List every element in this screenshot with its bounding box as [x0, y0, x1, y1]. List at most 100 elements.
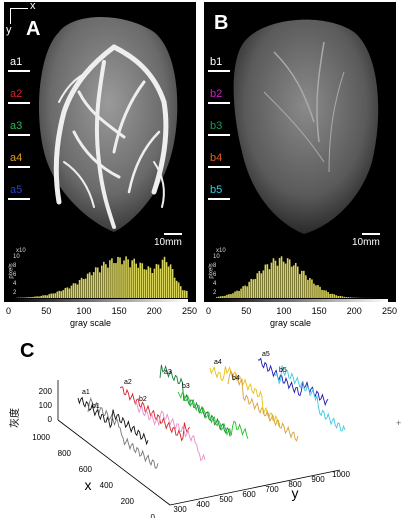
- histogram-bar: [72, 283, 75, 298]
- histogram-bar: [179, 286, 182, 298]
- histogram-bar: [327, 292, 329, 298]
- grayscale-bar-a: [12, 299, 188, 302]
- histogram-bar: [292, 265, 295, 298]
- histogram-bar: [76, 284, 79, 298]
- histogram-bar: [284, 263, 287, 298]
- histogram-bar: [80, 277, 83, 298]
- histogram-bar: [347, 297, 350, 298]
- hist-a-yexp: x10: [16, 248, 26, 254]
- histogram-bar: [303, 270, 305, 298]
- panelB-marker-b2: b2: [210, 88, 223, 100]
- histogram-bar: [311, 279, 313, 298]
- series-line-a1: [77, 396, 149, 446]
- z-tick: 0: [48, 415, 53, 424]
- axis-arrow-v: [10, 8, 11, 24]
- panelB-marker-b4: b4: [210, 152, 223, 164]
- histogram-bar: [232, 293, 234, 298]
- y-tick: 1000: [332, 470, 350, 479]
- histogram-bar: [321, 289, 323, 298]
- histogram-bar: [278, 258, 281, 298]
- hist-ytick: 2: [213, 290, 217, 296]
- footer-glyph: +: [396, 418, 402, 428]
- grayscale-tick: 0: [206, 306, 212, 316]
- histogram-bar: [94, 267, 97, 298]
- histogram-bar: [98, 272, 101, 298]
- coronary-vessels-b: [263, 41, 345, 173]
- histogram-bar: [42, 295, 44, 298]
- histogram-bar: [183, 290, 186, 298]
- x-tick: 200: [121, 497, 135, 506]
- hist-ytick: 10: [13, 254, 20, 260]
- histogram-bar: [60, 291, 63, 298]
- histogram-bar: [40, 295, 42, 298]
- histogram-bar: [296, 266, 299, 298]
- histogram-bar: [294, 262, 297, 298]
- histogram-bar: [280, 256, 283, 298]
- heart-b-shape: [233, 19, 379, 234]
- histogram-a: [16, 256, 188, 298]
- histogram-bar: [315, 285, 317, 298]
- scale-bar-b-label: 10mm: [352, 237, 380, 248]
- histogram-bar: [224, 295, 226, 298]
- panelB-marker-line-b4: [208, 166, 230, 168]
- series-line-a2: [119, 386, 191, 442]
- panelB-marker-line-b3: [208, 134, 230, 136]
- histogram-bar: [101, 265, 103, 298]
- histogram-bar: [84, 278, 87, 298]
- hist-ytick: 10: [213, 254, 220, 260]
- histogram-bar: [268, 269, 271, 298]
- panelA-marker-a2: a2: [10, 88, 23, 100]
- histogram-bar: [309, 277, 311, 298]
- panelB-marker-b3: b3: [210, 120, 223, 132]
- histogram-bar: [38, 296, 40, 298]
- histogram-bar: [234, 291, 236, 298]
- series-label-a5: a5: [262, 351, 270, 358]
- panelB-marker-line-b1: [208, 70, 230, 72]
- histogram-bar: [286, 258, 289, 298]
- histogram-bar: [270, 262, 273, 298]
- histogram-bar: [109, 260, 111, 298]
- histogram-bar: [323, 290, 325, 298]
- histogram-bar: [161, 259, 164, 298]
- y-axis-title: y: [292, 485, 299, 501]
- histogram-bar: [26, 297, 28, 298]
- x-axis-title: x: [85, 477, 92, 493]
- histogram-bar: [153, 268, 156, 298]
- coronary-vessels: [53, 44, 169, 229]
- histogram-bar: [54, 293, 57, 298]
- x-tick: 600: [79, 465, 93, 474]
- series-line-b1: [87, 396, 159, 469]
- histogram-bar: [282, 261, 285, 298]
- series-line-b2: [134, 400, 206, 462]
- histogram-bar: [181, 290, 184, 298]
- histogram-bar: [107, 267, 109, 298]
- panel-c-letter: C: [20, 340, 35, 362]
- hist-ytick: 6: [213, 272, 217, 278]
- histogram-bar: [258, 271, 261, 298]
- histogram-bar: [151, 273, 154, 298]
- panel-a-image: [4, 17, 196, 302]
- histogram-bar: [335, 295, 338, 298]
- panelA-marker-line-a4: [8, 166, 30, 168]
- histogram-bar: [349, 297, 352, 298]
- y-axis-line: [169, 469, 341, 506]
- histogram-bar: [298, 274, 301, 298]
- histogram-bar: [34, 296, 36, 298]
- histogram-bar: [82, 279, 85, 298]
- histogram-bar: [64, 287, 67, 298]
- histogram-bar: [149, 267, 152, 298]
- histogram-bar: [52, 293, 55, 298]
- histogram-bar: [290, 266, 293, 298]
- histogram-bar: [305, 275, 307, 298]
- histogram-bar: [129, 267, 131, 298]
- histogram-bar: [145, 269, 148, 298]
- grayscale-tick: 0: [6, 306, 12, 316]
- histogram-bar: [337, 295, 340, 298]
- histogram-bar: [137, 267, 140, 298]
- histogram-bar: [121, 264, 123, 298]
- panelA-marker-a5: a5: [10, 184, 23, 196]
- panelA-marker-line-a3: [8, 134, 30, 136]
- histogram-bar: [30, 297, 32, 298]
- histogram-bar: [171, 269, 174, 298]
